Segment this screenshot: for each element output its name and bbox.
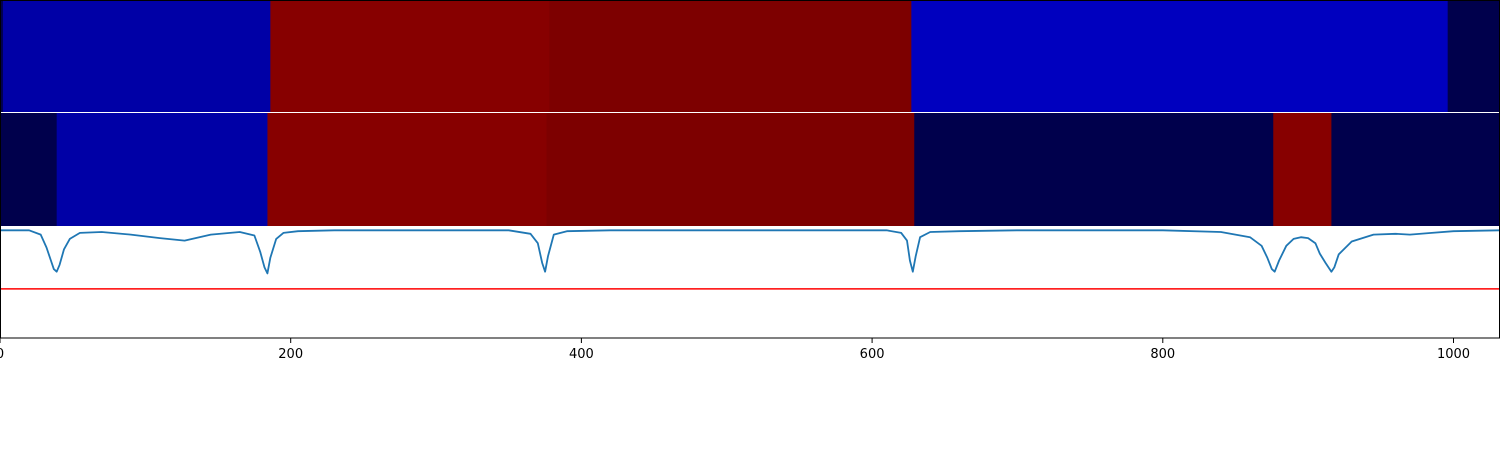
x-axis: 0 200 400 600 800 1000 <box>0 338 1470 362</box>
series-line-0 <box>0 229 1500 275</box>
heatmap-segment-1-0 <box>0 113 58 226</box>
x-tick-label-0: 0 <box>0 347 4 362</box>
x-tick-label-400: 400 <box>569 347 594 362</box>
heatmap-segment-1-6 <box>1331 113 1500 226</box>
heatmap-segment-1-3 <box>546 113 915 226</box>
heatmap-row-middle <box>0 113 1500 226</box>
heatmap-segment-0-1 <box>2 0 271 112</box>
heatmap-row-top <box>0 0 1500 112</box>
line-panel-background <box>0 226 1500 338</box>
heatmap-segment-0-0 <box>0 0 4 112</box>
x-tick-label-600: 600 <box>860 347 885 362</box>
x-tick-label-1000: 1000 <box>1437 347 1470 362</box>
heatmap-segment-1-5 <box>1273 113 1332 226</box>
heatmap-segment-0-3 <box>549 0 912 112</box>
heatmap-segment-1-1 <box>56 113 268 226</box>
heatmap-segment-1-2 <box>267 113 548 226</box>
heatmap-segment-0-4 <box>911 0 1449 112</box>
x-tick-label-800: 800 <box>1150 347 1175 362</box>
heatmap-segment-0-5 <box>1447 0 1500 112</box>
line-panel <box>0 226 1500 338</box>
heatmap-segment-1-4 <box>914 113 1274 226</box>
heatmap-segment-0-2 <box>270 0 550 112</box>
x-tick-label-200: 200 <box>278 347 303 362</box>
